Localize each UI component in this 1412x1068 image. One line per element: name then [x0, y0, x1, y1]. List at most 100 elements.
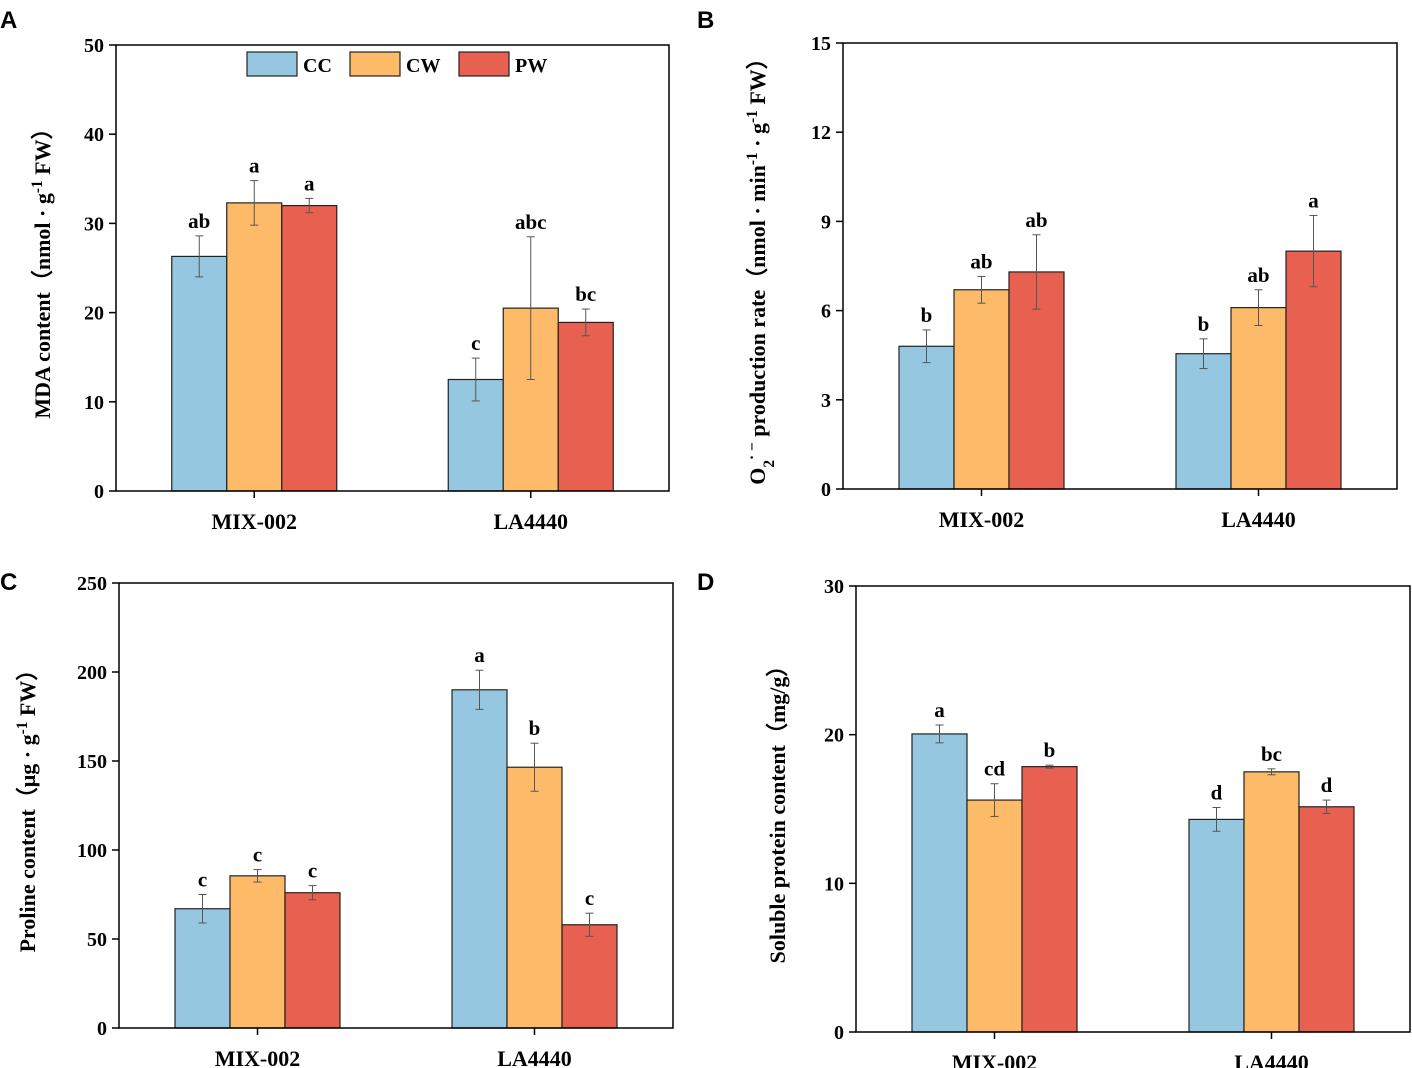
x-tick-label: MIX-002	[211, 509, 297, 534]
significance-label: c	[308, 859, 317, 883]
legend-swatch-cc	[246, 51, 298, 77]
bar-cc-la4440	[451, 689, 508, 1029]
significance-label: d	[1321, 773, 1333, 797]
significance-label: cd	[984, 757, 1005, 781]
label-superscript: -1	[14, 722, 31, 735]
y-axis-label: O2· − production rate（nmol · min-1 · g-1…	[744, 47, 778, 485]
y-tick-label: 30	[84, 213, 104, 235]
bar-cw-mix-002	[953, 289, 1010, 490]
bar-cw-la4440	[1230, 307, 1287, 490]
significance-label: a	[934, 698, 945, 722]
y-axis-label: Soluble protein content（mg/g）	[765, 655, 790, 964]
label-part: Proline content（μg · g	[15, 734, 40, 952]
bar-pw-mix-002	[284, 892, 341, 1029]
bar-cw-la4440	[506, 766, 563, 1029]
bar-cw-mix-002	[966, 799, 1023, 1033]
bar-pw-mix-002	[1021, 766, 1078, 1033]
label-part: · g	[745, 123, 770, 152]
y-tick-label: 9	[821, 211, 831, 233]
significance-label: b	[1198, 312, 1210, 336]
bar-pw-la4440	[1298, 806, 1355, 1033]
bar-cw-mix-002	[229, 875, 286, 1029]
y-tick-label: 12	[811, 122, 831, 144]
significance-label: a	[304, 171, 315, 195]
x-tick-label: MIX-002	[939, 507, 1025, 532]
panel-c: Cc c c MIX-002 a b c LA4440 0 50 100 150 200 250 Proli…	[0, 569, 674, 1068]
label-part: production rate（nmol · min	[745, 165, 770, 442]
y-tick-label: 200	[77, 662, 107, 684]
label-subscript: 2	[761, 460, 778, 468]
y-tick-label: 0	[821, 479, 831, 501]
legend-label-cw: CW	[406, 55, 440, 77]
panel-letter: C	[0, 569, 17, 596]
plot-frame	[115, 44, 670, 492]
y-tick-label: 150	[77, 751, 107, 773]
y-tick-label: 20	[824, 725, 844, 747]
significance-label: b	[921, 303, 933, 327]
y-tick-label: 6	[821, 301, 831, 323]
label-part: FW）	[15, 659, 40, 722]
bar-cw-mix-002	[226, 202, 283, 492]
bar-cc-mix-002	[911, 733, 968, 1033]
significance-label: b	[529, 716, 541, 740]
x-tick-label: LA4440	[1234, 1050, 1309, 1068]
y-tick-label: 50	[87, 929, 107, 951]
label-part: FW）	[30, 117, 55, 180]
y-tick-label: 50	[84, 35, 104, 57]
significance-label: a	[249, 154, 260, 178]
y-tick-label: 20	[84, 303, 104, 325]
label-superscript: -1	[744, 110, 761, 123]
label-part: FW）	[745, 47, 770, 110]
label-superscript: · −	[744, 442, 761, 460]
plot-frame	[842, 42, 1398, 490]
y-tick-label: 10	[84, 392, 104, 414]
significance-label: ab	[1247, 263, 1269, 287]
plot-frame	[118, 582, 674, 1029]
x-tick-label: MIX-002	[952, 1050, 1038, 1068]
significance-label: ab	[970, 249, 992, 273]
plot-frame	[855, 585, 1411, 1033]
y-tick-label: 0	[834, 1022, 844, 1044]
bar-pw-la4440	[557, 321, 614, 492]
y-axis-label: Proline content（μg · g-1 FW）	[14, 659, 41, 953]
label-superscript: -1	[744, 152, 761, 165]
x-tick-label: LA4440	[497, 1046, 572, 1068]
label-part: O	[745, 468, 770, 485]
y-tick-label: 100	[77, 840, 107, 862]
significance-label: bc	[575, 282, 596, 306]
label-part: MDA content（nmol · g	[30, 193, 55, 419]
legend-label-cc: CC	[303, 55, 332, 77]
label-part: Soluble protein content（mg/g）	[765, 655, 790, 964]
significance-label: bc	[1261, 742, 1282, 766]
legend-label-pw: PW	[515, 55, 547, 77]
significance-label: a	[474, 643, 485, 667]
panel-a: Aab a a MIX-002 c abc bc LA4440 0 10 20 30 40 50 MDA c…	[0, 7, 670, 534]
legend-swatch-cw	[349, 51, 401, 77]
significance-label: ab	[188, 209, 210, 233]
significance-label: ab	[1025, 208, 1047, 232]
bar-cc-mix-002	[898, 345, 955, 490]
panel-letter: A	[0, 7, 17, 34]
significance-label: b	[1044, 738, 1056, 762]
legend-swatch-pw	[458, 51, 510, 77]
y-tick-label: 0	[94, 481, 104, 503]
panel-d: Da cd b MIX-002 d bc d LA4440 0 10 20 30 Soluble pro…	[697, 569, 1411, 1068]
significance-label: d	[1211, 781, 1223, 805]
y-tick-label: 15	[811, 33, 831, 55]
y-tick-label: 250	[77, 573, 107, 595]
y-tick-label: 10	[824, 873, 844, 895]
bar-cc-mix-002	[171, 255, 228, 492]
panel-letter: D	[697, 569, 714, 596]
bar-cc-la4440	[1188, 818, 1245, 1033]
bar-cc-la4440	[1175, 353, 1232, 490]
significance-label: a	[1308, 188, 1319, 212]
y-tick-label: 30	[824, 576, 844, 598]
x-tick-label: MIX-002	[215, 1046, 301, 1068]
x-tick-label: LA4440	[493, 509, 568, 534]
significance-label: c	[253, 843, 262, 867]
bar-pw-la4440	[561, 924, 618, 1029]
bar-pw-mix-002	[281, 204, 338, 492]
x-tick-label: LA4440	[1221, 507, 1296, 532]
significance-label: c	[471, 331, 480, 355]
